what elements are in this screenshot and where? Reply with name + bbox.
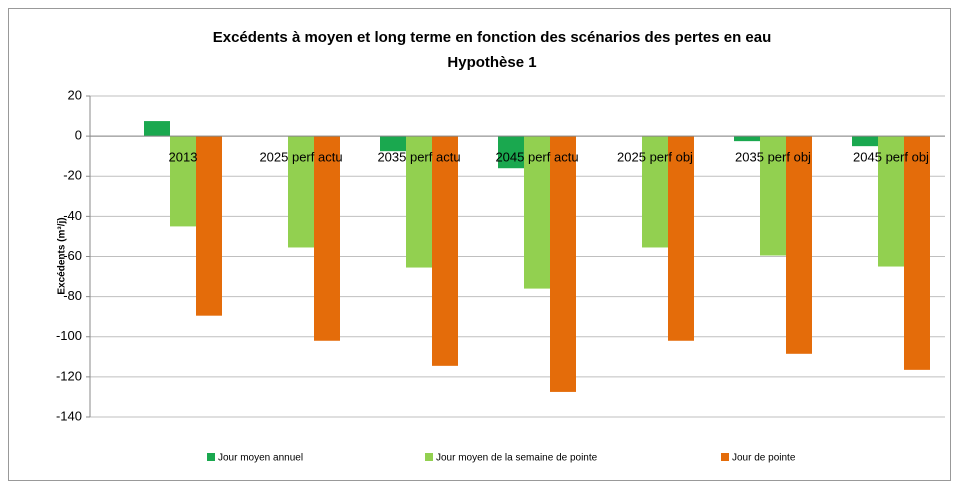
- bar: [904, 136, 930, 370]
- bar: [288, 136, 314, 248]
- bar: [432, 136, 458, 366]
- legend-label: Jour moyen de la semaine de pointe: [436, 453, 598, 464]
- bar: [878, 136, 904, 267]
- x-tick-label: 2035 perf obj: [735, 150, 811, 165]
- x-tick-label: 2045 perf actu: [495, 150, 578, 165]
- bar: [170, 136, 196, 227]
- bar: [786, 136, 812, 354]
- bar: [196, 136, 222, 316]
- chart-title: Excédents à moyen et long terme en fonct…: [213, 29, 772, 46]
- y-tick-label: -120: [56, 368, 82, 383]
- x-tick-label: 2013: [169, 150, 198, 165]
- bar: [380, 136, 406, 152]
- bar: [144, 121, 170, 137]
- bar: [314, 136, 340, 341]
- bar: [498, 136, 524, 169]
- legend-swatch: [721, 453, 729, 461]
- bar: [550, 136, 576, 392]
- y-tick-label: -40: [63, 208, 82, 223]
- legend-label: Jour moyen annuel: [218, 453, 303, 464]
- x-tick-label: 2025 perf actu: [259, 150, 342, 165]
- x-tick-label: 2025 perf obj: [617, 150, 693, 165]
- bar: [852, 136, 878, 147]
- bar: [668, 136, 694, 341]
- bar: [734, 136, 760, 142]
- y-tick-label: -20: [63, 168, 82, 183]
- y-tick-label: -100: [56, 328, 82, 343]
- y-tick-label: 20: [68, 87, 82, 102]
- legend-swatch: [207, 453, 215, 461]
- bar: [524, 136, 550, 289]
- y-tick-label: -60: [63, 248, 82, 263]
- bar: [642, 136, 668, 248]
- legend-label: Jour de pointe: [732, 453, 796, 464]
- legend-swatch: [425, 453, 433, 461]
- y-tick-label: 0: [75, 128, 82, 143]
- bar: [406, 136, 432, 268]
- y-tick-label: -80: [63, 288, 82, 303]
- chart-subtitle: Hypothèse 1: [447, 54, 536, 71]
- y-axis-label: Excédents (m³/j): [57, 217, 68, 294]
- y-tick-label: -140: [56, 408, 82, 423]
- x-tick-label: 2035 perf actu: [377, 150, 460, 165]
- bar: [760, 136, 786, 256]
- x-tick-label: 2045 perf obj: [853, 150, 929, 165]
